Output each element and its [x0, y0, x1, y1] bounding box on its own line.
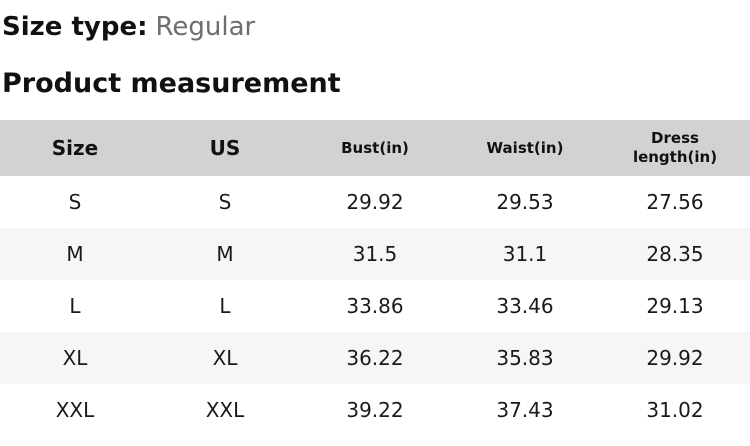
cell-waist: 31.1 — [502, 242, 548, 266]
table-row: L L 33.86 33.46 29.13 — [0, 280, 750, 332]
size-type-label: Size type: — [2, 12, 148, 42]
cell-us: S — [218, 190, 232, 214]
cell-us: L — [219, 294, 231, 318]
cell-us: XXL — [205, 398, 245, 422]
table-row: XL XL 36.22 35.83 29.92 — [0, 332, 750, 384]
cell-bust: 39.22 — [346, 398, 404, 422]
cell-us: M — [216, 242, 234, 266]
cell-dress-length: 27.56 — [646, 190, 704, 214]
cell-size: S — [68, 190, 82, 214]
column-header-bust: Bust(in) — [341, 139, 409, 157]
size-measurement-table: Size US Bust(in) Waist(in) Dress length(… — [0, 120, 750, 436]
cell-waist: 37.43 — [496, 398, 554, 422]
table-row: S S 29.92 29.53 27.56 — [0, 176, 750, 228]
cell-dress-length: 28.35 — [646, 242, 704, 266]
cell-dress-length: 31.02 — [646, 398, 704, 422]
cell-waist: 29.53 — [496, 190, 554, 214]
cell-waist: 35.83 — [496, 346, 554, 370]
column-header-size: Size — [51, 136, 99, 160]
table-row: XXL XXL 39.22 37.43 31.02 — [0, 384, 750, 436]
cell-dress-length: 29.13 — [646, 294, 704, 318]
cell-bust: 36.22 — [346, 346, 404, 370]
cell-dress-length: 29.92 — [646, 346, 704, 370]
cell-bust: 33.86 — [346, 294, 404, 318]
column-header-waist: Waist(in) — [486, 139, 564, 157]
cell-bust: 29.92 — [346, 190, 404, 214]
size-type-value: Regular — [155, 12, 256, 42]
cell-bust: 31.5 — [352, 242, 398, 266]
table-header-row: Size US Bust(in) Waist(in) Dress length(… — [0, 120, 750, 176]
cell-size: L — [69, 294, 81, 318]
table-row: M M 31.5 31.1 28.35 — [0, 228, 750, 280]
cell-size: XXL — [55, 398, 95, 422]
cell-us: XL — [212, 346, 238, 370]
cell-size: M — [66, 242, 84, 266]
cell-waist: 33.46 — [496, 294, 554, 318]
product-measurement-title: Product measurement — [2, 68, 341, 99]
cell-size: XL — [62, 346, 88, 370]
column-header-dress-length: Dress length(in) — [632, 129, 718, 166]
column-header-us: US — [209, 136, 241, 160]
size-type-row: Size type: Regular — [2, 12, 750, 43]
